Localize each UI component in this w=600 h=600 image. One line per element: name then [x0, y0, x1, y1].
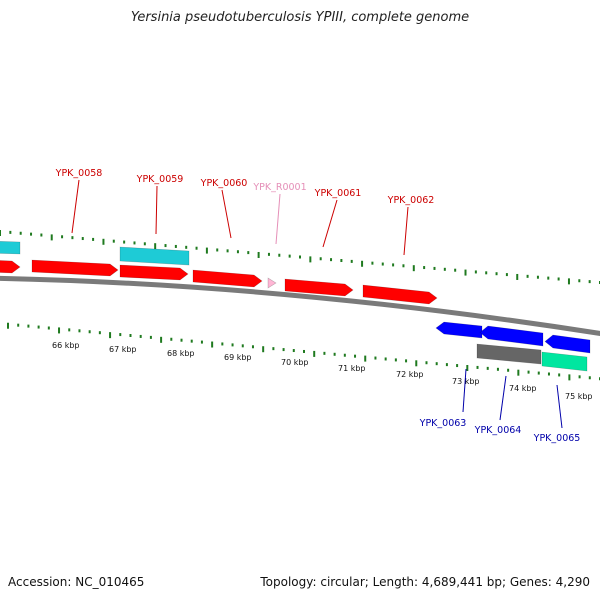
gene-feature-ypk0061[interactable]: [284, 278, 354, 297]
gene-features: [0, 241, 591, 372]
gene-feature-forward[interactable]: [0, 260, 21, 274]
gene-feature-inner[interactable]: [541, 351, 588, 372]
kbp-tick-label: 74 kbp: [509, 384, 537, 393]
gene-label[interactable]: YPK_0058: [55, 168, 103, 179]
gene-label-leader: [71, 179, 80, 234]
genome-backbone: [0, 275, 600, 336]
gene-label[interactable]: YPK_0064: [474, 425, 522, 436]
kbp-tick-label: 71 kbp: [338, 364, 366, 373]
accession-text: Accession: NC_010465: [8, 575, 145, 589]
gene-label-leader: [403, 206, 409, 256]
gene-label-leader: [499, 375, 507, 421]
kbp-tick-label: 75 kbp: [565, 392, 593, 401]
gene-label[interactable]: YPK_0060: [200, 178, 248, 189]
gene-label[interactable]: YPK_0062: [387, 195, 435, 206]
gene-label[interactable]: YPK_0061: [314, 188, 362, 199]
kbp-label-group: 66 kbp 67 kbp 68 kbp 69 kbp 70 kbp 71 kbp 72 k…: [52, 341, 593, 401]
kbp-tick-label: 67 kbp: [109, 345, 137, 354]
kbp-tick-label: 69 kbp: [224, 353, 252, 362]
gene-label[interactable]: YPK_R0001: [252, 182, 306, 193]
genome-summary-text: Topology: circular; Length: 4,689,441 bp…: [260, 575, 590, 589]
gene-feature-outer[interactable]: [0, 241, 21, 255]
kbp-tick-label: 70 kbp: [281, 358, 309, 367]
gene-feature-outer[interactable]: [119, 246, 190, 266]
gene-feature-ypk0062[interactable]: [362, 284, 438, 305]
kbp-tick-label: 72 kbp: [396, 370, 424, 379]
gene-label[interactable]: YPK_0059: [136, 174, 184, 185]
kbp-tick-label: 66 kbp: [52, 341, 80, 350]
gene-feature-inner[interactable]: [476, 343, 542, 365]
gene-labels: YPK_0058 YPK_0059 YPK_0060 YPK_R0001 YPK_006…: [55, 168, 581, 444]
gene-feature-ypk-r0001[interactable]: [267, 277, 277, 289]
outer-tick-ruler: [0, 230, 600, 285]
gene-feature-ypk0059[interactable]: [119, 264, 189, 281]
gene-label[interactable]: YPK_0065: [533, 433, 581, 444]
gene-label-leader: [322, 199, 338, 248]
kbp-tick-label: 73 kbp: [452, 377, 480, 386]
gene-feature-ypk0058[interactable]: [31, 259, 119, 277]
gene-feature-ypk0065[interactable]: [544, 334, 591, 354]
gene-feature-ypk0064[interactable]: [479, 325, 544, 347]
gene-label-leader: [275, 193, 281, 245]
inner-tick-ruler: [7, 322, 600, 381]
gene-label-leader: [556, 384, 563, 429]
gene-label[interactable]: YPK_0063: [419, 418, 467, 429]
gene-label-leader: [462, 368, 467, 413]
gene-feature-ypk0063[interactable]: [435, 321, 483, 339]
gene-label-leader: [221, 189, 232, 239]
gene-label-leader: [155, 185, 158, 235]
gene-feature-ypk0060[interactable]: [192, 269, 263, 288]
map-title: Yersinia pseudotuberculosis YPIII, compl…: [130, 10, 470, 25]
kbp-tick-label: 68 kbp: [167, 349, 195, 358]
